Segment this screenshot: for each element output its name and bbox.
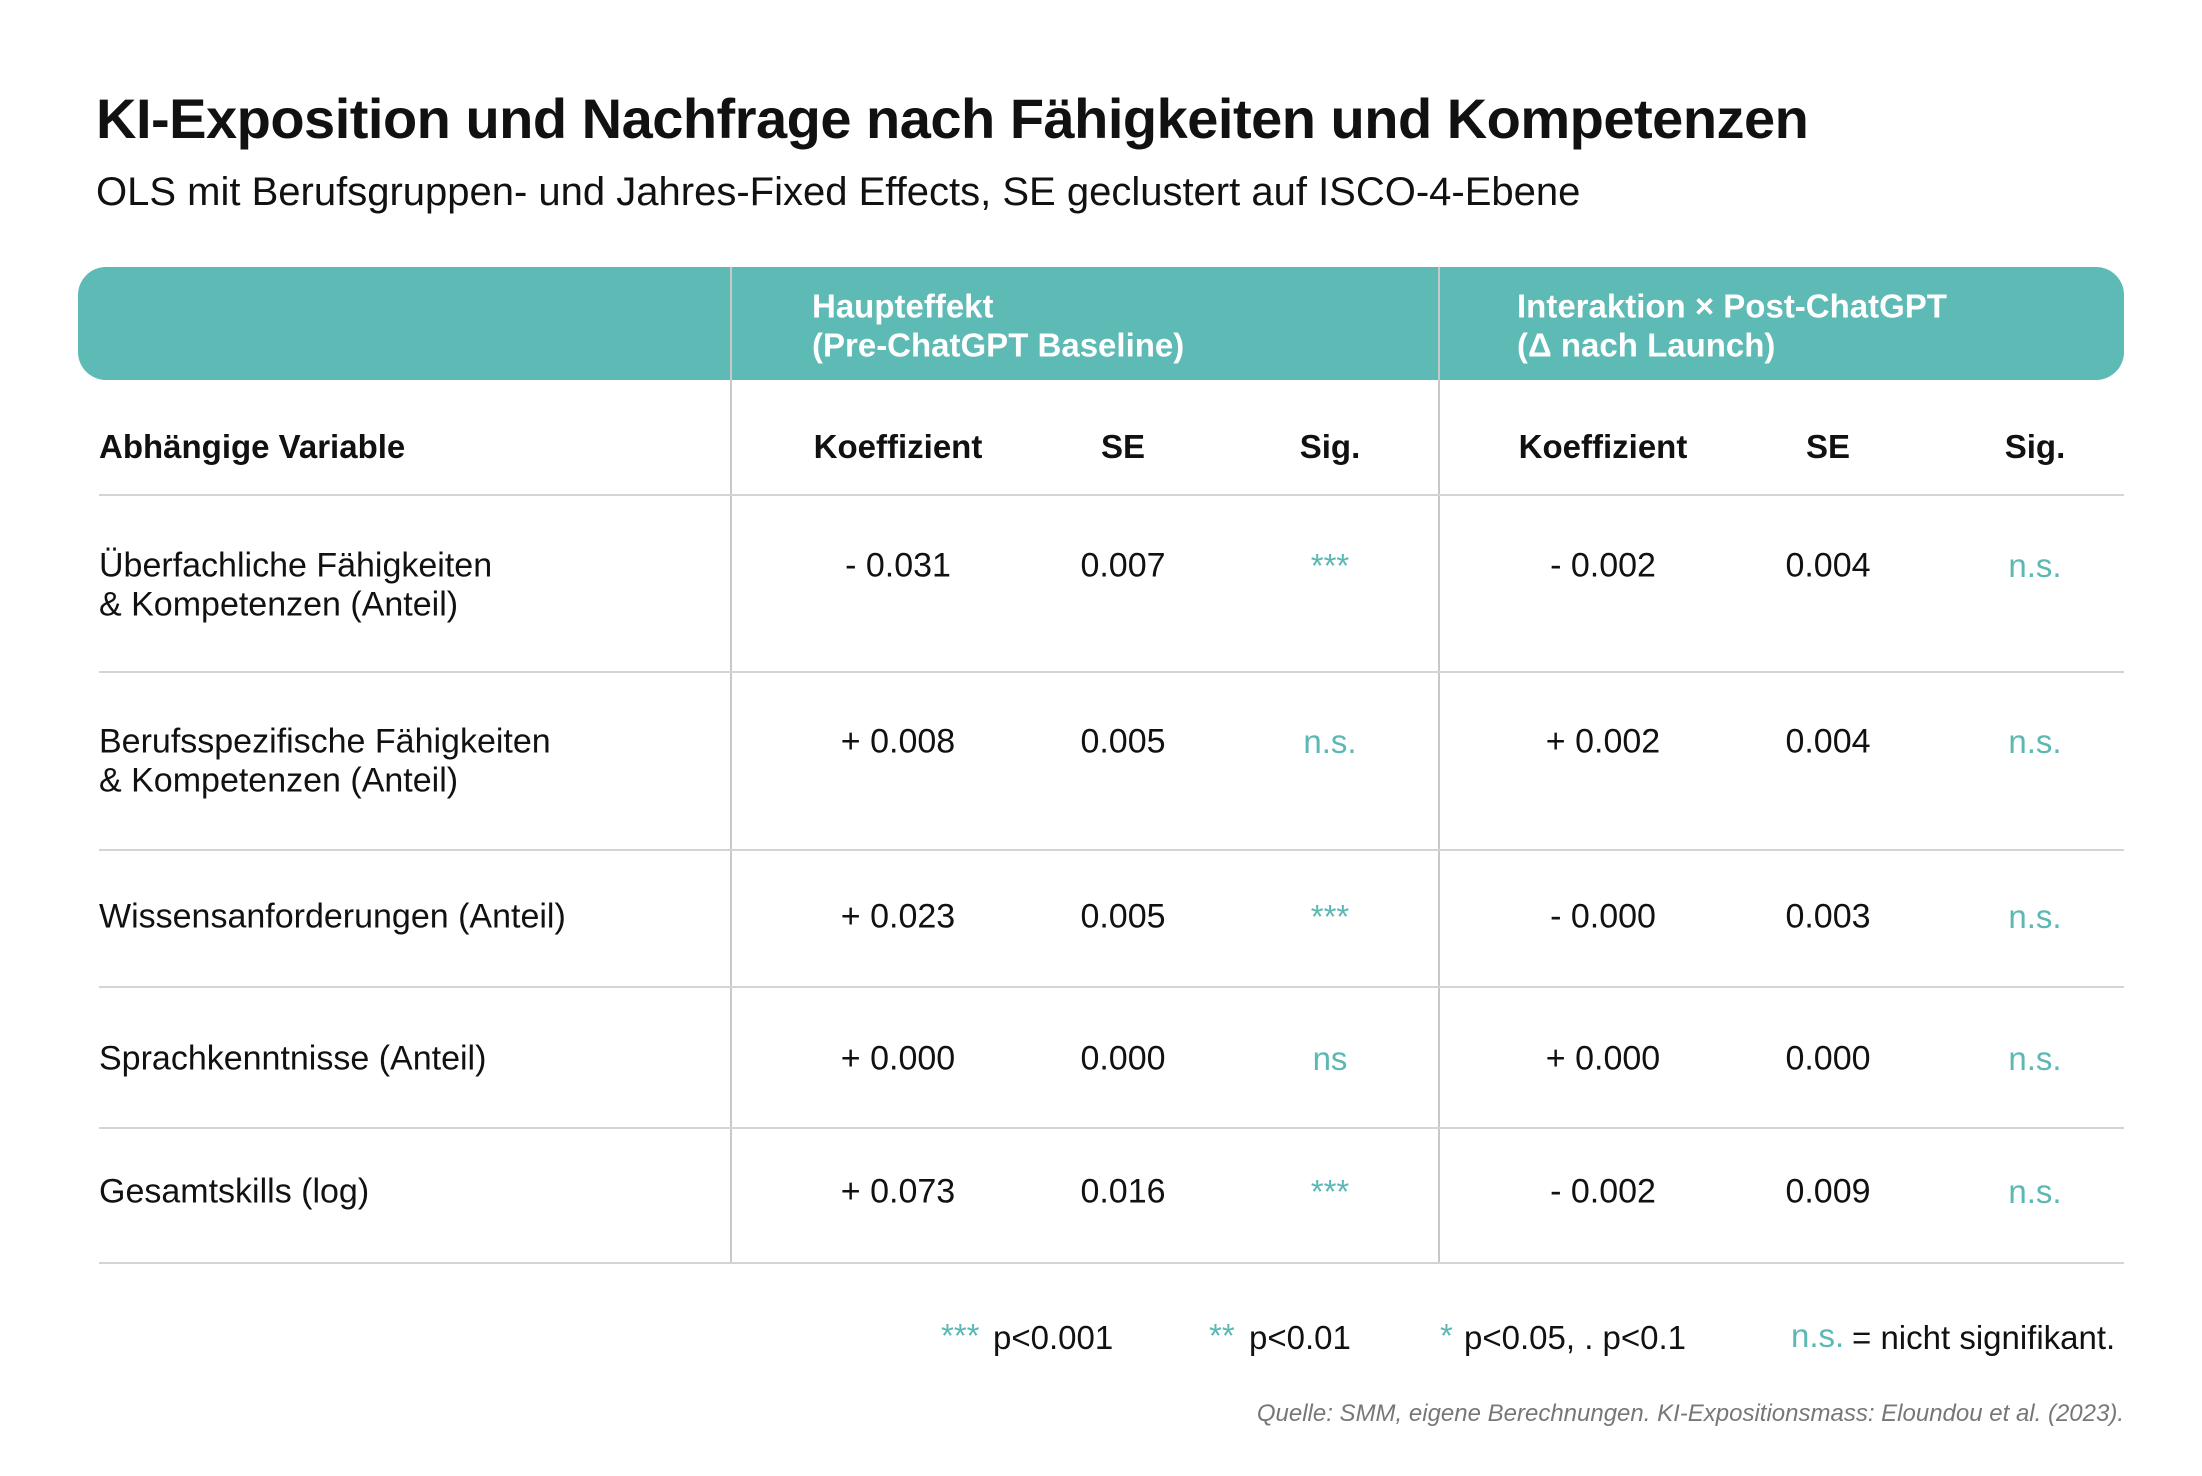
cell-value: + 0.008: [840, 722, 956, 761]
legend-text: = nicht signifikant.: [1852, 1319, 2116, 1356]
significance: n.s.: [2008, 547, 2062, 584]
column-header: SE: [1805, 428, 1851, 465]
cell-value: 0.016: [1080, 1172, 1166, 1211]
title: KI-Exposition und Nachfrage nach Fähigke…: [96, 87, 1809, 150]
cell-value: 0.004: [1785, 722, 1871, 761]
cell-value: - 0.002: [1550, 1172, 1656, 1211]
significance: n.s.: [2008, 1173, 2062, 1210]
cell-value: 0.005: [1080, 722, 1166, 761]
cell-value: 0.000: [1785, 1039, 1871, 1078]
row-rule: [99, 1127, 2124, 1129]
column-header: Koeffizient: [1518, 428, 1688, 465]
significance: n.s.: [2008, 723, 2062, 760]
subtitle: OLS mit Berufsgruppen- und Jahres-Fixed …: [96, 170, 1581, 214]
legend-text: p<0.01: [1249, 1319, 1351, 1356]
row-label: & Kompetenzen (Anteil): [99, 761, 459, 800]
row-label: Überfachliche Fähigkeiten: [99, 546, 493, 585]
column-header: Sig.: [2004, 428, 2066, 465]
source-note: Quelle: SMM, eigene Berechnungen. KI-Exp…: [1256, 1400, 2124, 1427]
row-label: Wissensanforderungen (Anteil): [99, 897, 566, 936]
legend-symbol: *: [1440, 1317, 1453, 1354]
column-header: Sig.: [1299, 428, 1361, 465]
cell-value: 0.003: [1785, 897, 1871, 936]
row-label: Berufsspezifische Fähigkeiten: [99, 722, 551, 761]
legend-text: p<0.05, . p<0.1: [1464, 1319, 1687, 1356]
legend-text: p<0.001: [993, 1319, 1114, 1356]
group-header: Haupteffekt: [812, 287, 994, 325]
legend-symbol: **: [1209, 1317, 1235, 1354]
significance: ***: [1310, 1173, 1350, 1210]
cell-value: 0.005: [1080, 897, 1166, 936]
header-bar: [78, 267, 2124, 380]
significance: n.s.: [2008, 898, 2062, 935]
row-rule: [99, 849, 2124, 851]
row-rule: [99, 986, 2124, 988]
row-rule: [99, 1262, 2124, 1264]
cell-value: - 0.000: [1550, 897, 1656, 936]
row-rule: [99, 494, 2124, 496]
row-rule: [99, 671, 2124, 673]
cell-value: - 0.031: [845, 546, 951, 585]
column-header: Koeffizient: [813, 428, 983, 465]
cell-value: - 0.002: [1550, 546, 1656, 585]
significance: ***: [1310, 547, 1350, 584]
row-label: Sprachkenntnisse (Anteil): [99, 1039, 487, 1078]
significance: n.s.: [1303, 723, 1357, 760]
row-label: Gesamtskills (log): [99, 1172, 370, 1211]
cell-value: + 0.000: [840, 1039, 956, 1078]
legend-symbol: ***: [941, 1317, 980, 1354]
cell-value: + 0.023: [840, 897, 956, 936]
cell-value: + 0.002: [1545, 722, 1661, 761]
cell-value: + 0.000: [1545, 1039, 1661, 1078]
row-label: & Kompetenzen (Anteil): [99, 585, 459, 624]
column-divider: [730, 267, 732, 1263]
column-divider: [1438, 267, 1440, 1263]
significance: n.s.: [2008, 1040, 2062, 1077]
significance: ***: [1310, 898, 1350, 935]
cell-value: 0.000: [1080, 1039, 1166, 1078]
column-header: SE: [1100, 428, 1146, 465]
cell-value: 0.009: [1785, 1172, 1871, 1211]
legend-symbol: n.s.: [1791, 1317, 1845, 1354]
group-header: (Pre-ChatGPT Baseline): [812, 326, 1185, 364]
cell-value: + 0.073: [840, 1172, 956, 1211]
cell-value: 0.004: [1785, 546, 1871, 585]
cell-value: 0.007: [1080, 546, 1166, 585]
significance: ns: [1312, 1040, 1348, 1077]
group-header: Interaktion × Post-ChatGPT: [1517, 287, 1947, 325]
column-header: Abhängige Variable: [99, 428, 406, 465]
group-header: (Δ nach Launch): [1517, 326, 1776, 364]
